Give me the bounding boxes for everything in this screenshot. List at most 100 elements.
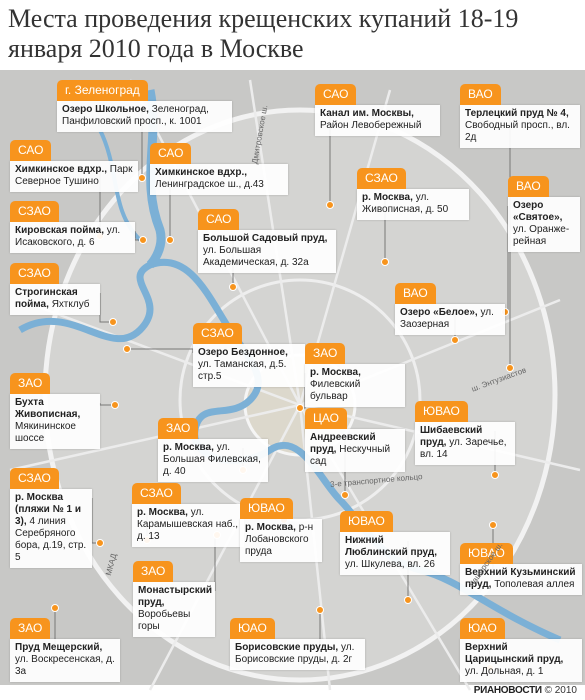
- location-name: р. Москва,: [245, 522, 296, 533]
- footer: РИАНОВОСТИ © 2010: [474, 685, 577, 696]
- location-address: ул. Исаковского, д. 6: [15, 225, 121, 248]
- callout: ЮВАО р. Москва, р-н Лобановского пруда: [240, 498, 322, 562]
- location-address: Тополевая аллея: [494, 579, 575, 590]
- callout: САО Химкинское вдхр., Ленинградское ш., д…: [150, 143, 288, 195]
- callout: ЮАО Борисовские пруды, ул. Борисовские пр…: [230, 618, 365, 670]
- callout-text: Химкинское вдхр., Парк Северное Тушино: [10, 161, 138, 192]
- callout-text: Монастырский пруд, Воробьевы горы: [133, 582, 215, 637]
- location-address: ул. Заозерная: [400, 307, 494, 330]
- site-dot: [139, 236, 147, 244]
- callout-text: р. Москва, Филевский бульвар: [305, 364, 405, 407]
- site-dot: [506, 364, 514, 372]
- district-tag: ЗАО: [133, 561, 174, 582]
- site-dot: [341, 491, 349, 499]
- location-address: ул. Большая Филевская, д. 40: [163, 442, 261, 477]
- callout-text: Химкинское вдхр., Ленинградское ш., д.43: [150, 164, 288, 195]
- location-address: ул. Заречье, вл. 14: [420, 437, 507, 460]
- location-name: Строгинская пойма,: [15, 287, 78, 310]
- district-tag: ЮВАО: [240, 498, 293, 519]
- district-tag: ЗАО: [158, 418, 199, 439]
- callout: ЗАО Пруд Мещерский, ул. Воскресенская, д.…: [10, 618, 120, 682]
- location-name: Верхний Царицынский пруд,: [465, 642, 564, 665]
- callout-text: Строгинская пойма, Яхтклуб: [10, 284, 100, 315]
- callout: СЗАО Строгинская пойма, Яхтклуб: [10, 263, 100, 315]
- district-tag: ЗАО: [305, 343, 346, 364]
- callout-text: Шибаевский пруд, ул. Заречье, вл. 14: [415, 422, 515, 465]
- district-tag: СЗАО: [193, 323, 242, 344]
- callout-text: Кировская пойма, ул. Исаковского, д. 6: [10, 222, 135, 253]
- location-address: Филевский бульвар: [310, 379, 361, 402]
- site-dot: [138, 174, 146, 182]
- district-tag: ВАО: [395, 283, 436, 304]
- callout-text: р. Москва, ул. Живописная, д. 50: [357, 189, 469, 220]
- location-address: Мякининское шоссе: [15, 421, 76, 444]
- location-name: р. Москва,: [137, 507, 188, 518]
- callout: ЮАО Верхний Царицынский пруд, ул. Дольная…: [460, 618, 582, 682]
- source: РИАНОВОСТИ: [473, 685, 542, 696]
- location-name: Химкинское вдхр.,: [15, 164, 108, 175]
- location-address: ул. Борисовские пруды, д. 2г: [235, 642, 355, 665]
- district-tag: САО: [315, 84, 357, 105]
- site-dot: [451, 336, 459, 344]
- callout: ЮВАО Шибаевский пруд, ул. Заречье, вл. 14: [415, 401, 515, 465]
- location-address: Зеленоград, Панфиловский просп., к. 1001: [62, 104, 209, 127]
- site-dot: [296, 404, 304, 412]
- site-dot: [326, 201, 334, 209]
- callout-text: Озеро «Святое», ул. Оранже-рейная: [508, 197, 580, 252]
- location-name: Большой Садовый пруд,: [203, 233, 328, 244]
- callout: СЗАО р. Москва, ул. Живописная, д. 50: [357, 168, 469, 220]
- title: Места проведения крещенских купаний 18-1…: [8, 4, 519, 63]
- callout-text: Озеро «Белое», ул. Заозерная: [395, 304, 505, 335]
- location-address: ул. Карамышевская наб., д. 13: [137, 507, 239, 542]
- site-dot: [51, 604, 59, 612]
- connector: [99, 293, 113, 323]
- location-name: Химкинское вдхр.,: [155, 167, 248, 178]
- site-dot: [111, 401, 119, 409]
- site-dot: [96, 539, 104, 547]
- site-dot: [166, 236, 174, 244]
- callout-text: р. Москва, ул. Карамышевская наб., д. 13: [132, 504, 244, 547]
- location-address: Свободный просп., вл. 2д: [465, 120, 570, 143]
- callout: САО Химкинское вдхр., Парк Северное Тушин…: [10, 140, 138, 192]
- callout-text: Верхний Кузьминский пруд, Тополевая алле…: [460, 564, 582, 595]
- callout: ВАО Озеро «Святое», ул. Оранже-рейная: [508, 176, 580, 252]
- district-tag: СЗАО: [10, 263, 59, 284]
- callout-text: Борисовские пруды, ул. Борисовские пруды…: [230, 639, 365, 670]
- site-dot: [316, 606, 324, 614]
- district-tag: ЮАО: [230, 618, 275, 639]
- location-name: р. Москва,: [163, 442, 214, 453]
- callout: ЮВАО Верхний Кузьминский пруд, Тополевая …: [460, 543, 582, 595]
- callout: ВАО Озеро «Белое», ул. Заозерная: [395, 283, 505, 335]
- location-address: ул. Оранже-рейная: [513, 224, 570, 247]
- district-tag: САО: [10, 140, 52, 161]
- district-tag: ЮАО: [460, 618, 505, 639]
- callout-text: р. Москва, ул. Большая Филевская, д. 40: [158, 439, 268, 482]
- site-dot: [229, 283, 237, 291]
- district-tag: СЗАО: [10, 468, 59, 489]
- district-tag: г. Зеленоград: [57, 80, 148, 101]
- callout-text: Озеро Школьное, Зеленоград, Панфиловский…: [57, 101, 232, 132]
- district-tag: ВАО: [460, 84, 501, 105]
- location-name: р. Москва (пляжи № 1 и 3),: [15, 492, 81, 527]
- callout-text: Канал им. Москвы, Район Левобережный: [315, 105, 440, 136]
- district-tag: СЗАО: [357, 168, 406, 189]
- callout: ВАО Терлецкий пруд № 4, Свободный просп.,…: [460, 84, 580, 148]
- callout: ЗАО р. Москва, Филевский бульвар: [305, 343, 405, 407]
- location-name: Нижний Люблинский пруд,: [345, 535, 437, 558]
- district-tag: ВАО: [508, 176, 549, 197]
- callout: СЗАО Озеро Бездонное, ул. Таманская, д.5.…: [193, 323, 305, 387]
- location-name: Озеро Бездонное,: [198, 347, 288, 358]
- district-tag: СЗАО: [10, 201, 59, 222]
- callout: САО Большой Садовый пруд, ул. Большая Ака…: [198, 209, 336, 273]
- location-name: Озеро «Белое»,: [400, 307, 478, 318]
- location-name: Андреевский пруд,: [310, 432, 376, 455]
- district-tag: САО: [150, 143, 192, 164]
- site-dot: [489, 521, 497, 529]
- callout-text: Андреевский пруд, Нескучный сад: [305, 429, 405, 472]
- location-name: Шибаевский пруд,: [420, 425, 483, 448]
- callout: СЗАО р. Москва (пляжи № 1 и 3), 4 линия С…: [10, 468, 92, 568]
- callout: г. Зеленоград Озеро Школьное, Зеленоград,…: [57, 80, 232, 132]
- site-dot: [109, 318, 117, 326]
- location-address: ул. Таманская, д.5. стр.5: [198, 359, 287, 382]
